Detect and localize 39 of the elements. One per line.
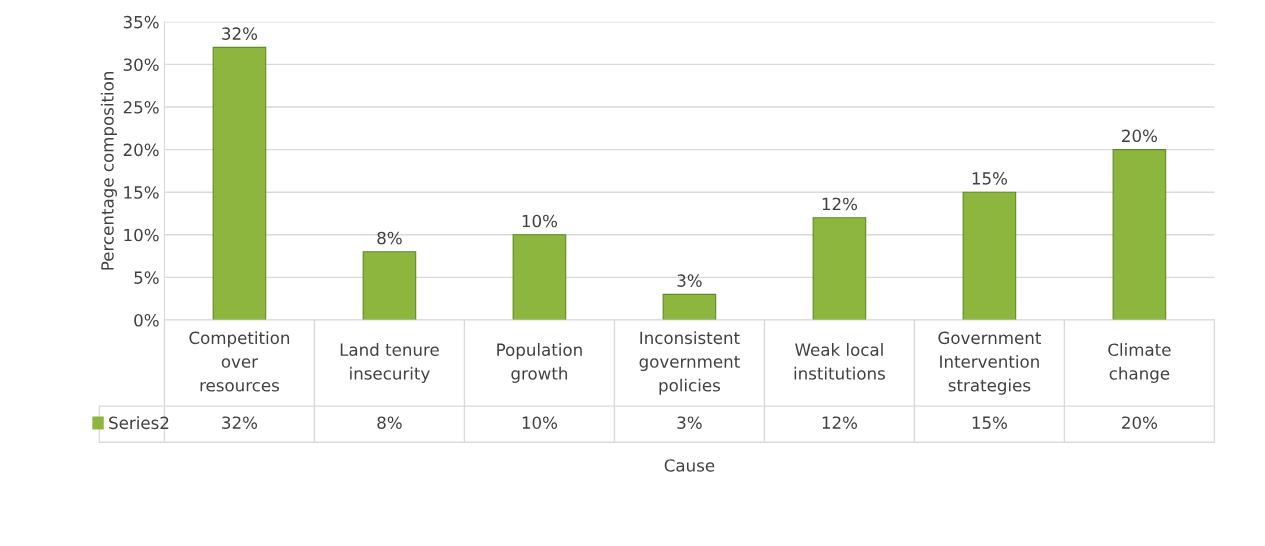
y-tick-label: 35% [123,15,159,29]
text: 32% [222,416,258,429]
text: 12% [822,416,858,429]
text: 10% [522,416,558,429]
text: 8% [377,416,402,429]
bar [362,251,417,320]
text: 15% [972,416,1008,429]
bar [962,191,1017,320]
x-tick-label: Competition over resources [189,331,290,392]
x-tick-label: Climate change [1108,343,1171,383]
y-tick-label: 30% [123,58,159,71]
text: 3% [677,274,702,287]
legend-label: Series2 [109,416,169,430]
bar [812,217,867,320]
bar [212,46,267,320]
text: 15% [972,172,1008,185]
y-tick-label: 15% [124,186,159,199]
text: 20% [1122,416,1158,429]
x-axis-title: Cause [664,459,715,472]
text: 12% [822,197,858,211]
y-tick-label: 0% [134,313,159,327]
text: 3% [677,416,702,429]
x-tick-label: Inconsistent government policies [639,331,740,395]
bar [512,234,567,320]
x-tick-label: Population growth [497,343,582,383]
x-tick-label: Land tenure insecurity [340,343,439,383]
text: 8% [377,231,402,245]
text: 20% [1122,129,1158,143]
bar [1112,149,1167,320]
text: 10% [522,214,558,228]
y-tick-label: 20% [123,143,159,157]
x-tick-label: Weak local institutions [794,343,885,380]
x-tick-label: Government Intervention strategies [938,331,1041,395]
text: 32% [222,27,258,40]
y-tick-label: 10% [124,228,159,242]
bar [662,293,717,320]
y-axis-title: Percentage composition [100,71,117,270]
y-tick-label: 25% [123,100,159,114]
y-tick-label: 5% [134,271,159,284]
